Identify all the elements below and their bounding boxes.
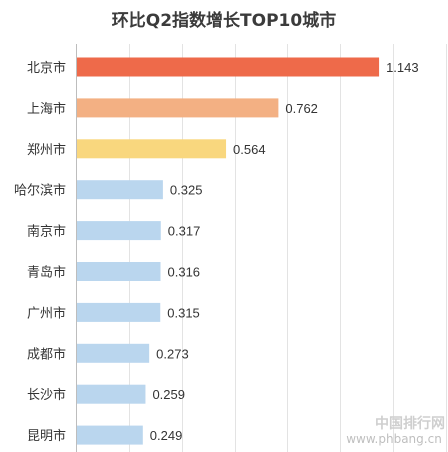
category-label: 南京市 [27,224,66,240]
value-label: 0.259 [152,387,185,402]
watermark-url: www.phbang.cn [346,432,442,446]
bar [77,180,163,200]
bar [77,262,161,281]
value-label: 0.564 [233,142,266,157]
value-label: 1.143 [386,60,419,75]
value-label: 0.315 [167,305,200,320]
value-label: 0.316 [168,265,201,280]
category-label: 郑州市 [27,142,66,158]
value-label: 0.762 [285,101,318,116]
value-label: 0.273 [156,346,189,361]
category-label: 昆明市 [27,428,66,444]
watermark-site-name: 中国排行网 [375,415,445,432]
chart-title: 环比Q2指数增长TOP10城市 [112,10,336,31]
bar [77,425,143,445]
bar [77,221,161,241]
bar [77,57,380,77]
category-label: 长沙市 [27,387,66,403]
category-label: 哈尔滨市 [14,183,66,199]
bar [77,343,150,363]
value-label: 0.249 [150,428,183,443]
bar [77,98,279,118]
bar [77,384,146,404]
bars [77,57,380,445]
value-label: 0.317 [168,224,201,239]
category-label: 上海市 [27,101,66,117]
category-label: 成都市 [27,346,66,362]
bar [77,139,227,159]
watermark: 中国排行网 www.phbang.cn [346,415,445,446]
bar [77,302,161,322]
value-label: 0.325 [170,183,203,198]
category-label: 广州市 [27,305,66,321]
category-label: 青岛市 [27,265,66,281]
value-labels: 1.143 0.762 0.564 0.325 0.317 0.316 0.315 0.273… [150,60,419,443]
category-label: 北京市 [27,60,66,76]
